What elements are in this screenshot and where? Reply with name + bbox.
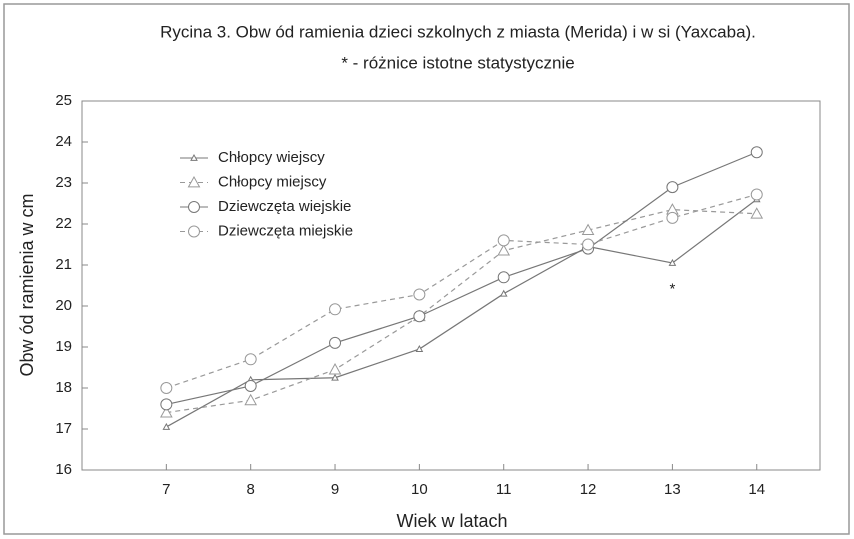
y-tick-label: 20: [55, 297, 72, 314]
point: [750, 207, 764, 219]
y-tick-label: 17: [55, 420, 72, 437]
x-axis-label: Wiek w latach: [396, 511, 507, 531]
frame: [3, 3, 850, 535]
x-tick-label: 13: [664, 481, 681, 498]
point: [497, 271, 510, 284]
point: [160, 398, 173, 411]
annotation: *: [669, 281, 675, 298]
point: [582, 238, 595, 251]
point: [244, 353, 257, 366]
chart-subtitle: * - różnice istotne statystycznie: [341, 53, 574, 72]
series-line: [166, 209, 757, 414]
x-tick-label: 8: [247, 481, 255, 498]
legend-marker: [190, 153, 198, 161]
y-tick-label: 25: [55, 92, 72, 109]
point: [666, 211, 679, 224]
point: [497, 234, 510, 247]
legend-marker: [187, 175, 201, 188]
x-tick-label: 11: [496, 481, 512, 498]
series-line: [166, 193, 757, 389]
point: [750, 146, 763, 159]
point: [415, 345, 424, 352]
point: [750, 188, 763, 201]
x-tick-label: 7: [162, 481, 170, 498]
y-tick-label: 19: [55, 338, 72, 355]
legend-label: Chłopcy miejscy: [218, 173, 327, 190]
y-tick-label: 24: [55, 133, 72, 150]
series-line: [166, 198, 758, 428]
point: [159, 406, 173, 418]
y-tick-label: 22: [55, 215, 72, 232]
legend-marker: [188, 201, 200, 213]
legend-label: Dziewczęta wiejskie: [218, 198, 351, 215]
point: [413, 310, 426, 323]
y-tick-label: 21: [55, 256, 72, 273]
point: [244, 393, 258, 406]
point: [331, 373, 339, 381]
x-tick-label: 10: [411, 481, 428, 498]
y-tick-label: 16: [55, 461, 72, 478]
point: [160, 382, 173, 394]
point: [497, 244, 511, 256]
point: [244, 379, 257, 392]
legend-marker: [188, 225, 200, 238]
x-tick-label: 14: [748, 481, 765, 498]
point: [162, 422, 171, 430]
x-tick-label: 12: [580, 481, 597, 498]
y-tick-label: 23: [55, 174, 72, 191]
point: [666, 181, 679, 194]
legend-label: Chłopcy wiejscy: [218, 149, 325, 166]
point: [329, 336, 342, 349]
point: [413, 288, 426, 301]
point: [581, 223, 595, 236]
series-line: [166, 151, 757, 405]
point: [329, 303, 342, 316]
chart-title: Rycina 3. Obw ód ramienia dzieci szkolny…: [160, 22, 756, 41]
legend-label: Dziewczęta miejskie: [218, 222, 353, 239]
point: [499, 289, 508, 297]
x-tick-label: 9: [331, 481, 339, 498]
y-tick-label: 18: [55, 379, 72, 396]
y-axis-label: Obw ód ramienia w cm: [17, 193, 37, 376]
point: [668, 258, 677, 266]
point: [328, 363, 342, 375]
plot-frame: [81, 100, 821, 471]
